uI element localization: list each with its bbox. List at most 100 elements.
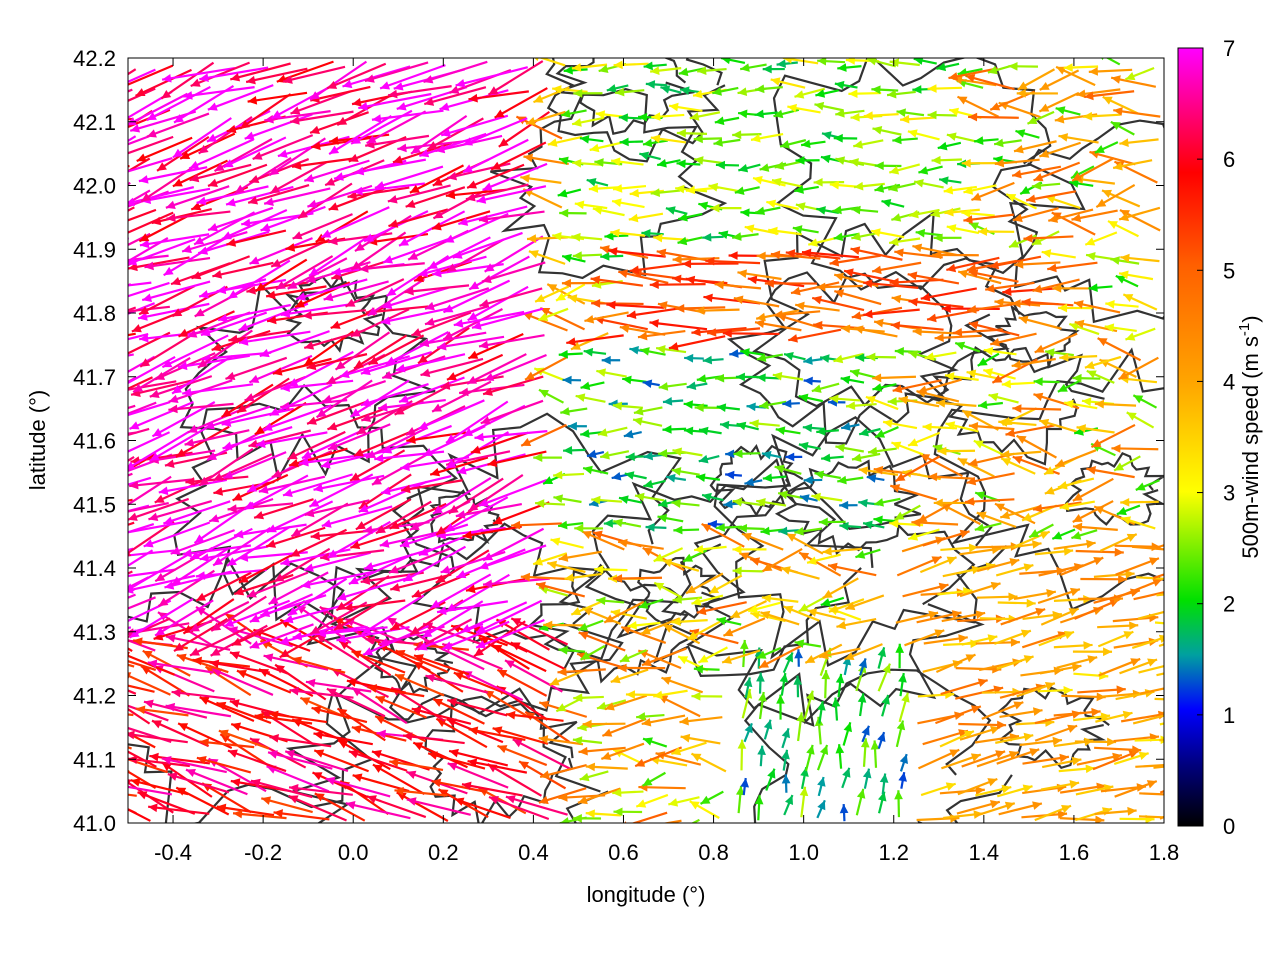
wind-arrow: [1000, 607, 1046, 626]
wind-arrow: [1116, 504, 1141, 516]
wind-arrow: [765, 768, 776, 791]
wind-arrow: [538, 787, 587, 805]
wind-arrow: [757, 745, 766, 767]
wind-arrow: [941, 753, 982, 770]
wind-arrow: [267, 750, 333, 770]
wind-arrow: [365, 426, 428, 459]
wind-arrow: [165, 185, 230, 209]
wind-arrow: [351, 650, 406, 674]
wind-arrow: [898, 692, 910, 723]
wind-arrow: [798, 551, 842, 577]
wind-arrow: [642, 379, 660, 389]
wind-arrow: [610, 157, 644, 167]
wind-arrow: [353, 182, 426, 196]
wind-arrow: [935, 705, 982, 725]
wind-arrow: [645, 523, 667, 532]
wind-arrow: [436, 335, 505, 351]
wind-arrow: [1038, 91, 1080, 113]
wind-arrow: [173, 617, 228, 652]
wind-arrow: [498, 110, 551, 148]
wind-arrow: [462, 525, 522, 540]
wind-arrow: [406, 797, 471, 816]
wind-arrow: [218, 729, 270, 750]
wind-arrow: [560, 109, 587, 118]
wind-arrow: [695, 473, 721, 482]
wind-arrow: [736, 421, 759, 431]
wind-arrow: [638, 598, 664, 609]
wind-arrow: [388, 547, 451, 574]
wind-arrow: [662, 425, 687, 434]
wind-arrow: [701, 522, 745, 548]
wind-arrow: [671, 467, 700, 476]
wind-arrow: [558, 349, 583, 359]
wind-arrow: [232, 809, 287, 820]
wind-arrow: [254, 258, 308, 293]
wind-arrow: [194, 284, 254, 318]
wind-arrow: [881, 198, 905, 208]
wind-arrow: [490, 141, 547, 171]
wind-arrow: [273, 547, 331, 583]
wind-arrow: [671, 499, 700, 508]
wind-arrow: [1000, 449, 1042, 459]
wind-arrow: [918, 165, 943, 175]
wind-arrow: [708, 574, 743, 595]
wind-arrow: [511, 520, 562, 530]
wind-arrow: [1034, 547, 1074, 556]
wind-arrow: [735, 372, 759, 382]
wind-arrow: [543, 620, 586, 630]
wind-arrow: [1071, 157, 1115, 182]
wind-arrow: [632, 417, 663, 427]
contour-line: [172, 383, 459, 622]
wind-arrow: [247, 91, 308, 105]
wind-arrow: [948, 67, 998, 81]
wind-arrow: [833, 232, 860, 242]
wind-arrow: [380, 306, 452, 325]
wind-arrow: [611, 198, 645, 209]
x-tick-label: 0.0: [338, 840, 369, 865]
wind-arrow: [714, 116, 740, 126]
wind-arrow: [306, 353, 368, 371]
wind-arrow: [1075, 547, 1124, 557]
wind-arrow: [762, 473, 787, 483]
wind-arrow: [1156, 672, 1164, 677]
wind-arrow: [801, 248, 860, 259]
wind-arrow: [1034, 804, 1072, 822]
wind-arrow: [756, 672, 765, 694]
wind-arrow: [863, 279, 919, 289]
wind-arrow: [482, 577, 550, 589]
wind-arrow: [268, 571, 329, 606]
x-tick-label: 1.8: [1149, 840, 1180, 865]
wind-arrow: [458, 205, 528, 226]
y-tick-label: 41.0: [73, 811, 116, 836]
wind-arrow: [1126, 411, 1155, 429]
wind-arrow: [889, 484, 938, 501]
wind-arrow: [857, 693, 867, 717]
wind-arrow: [310, 529, 373, 541]
wind-arrow: [488, 795, 550, 821]
wind-arrow: [154, 599, 214, 637]
wind-arrow: [212, 527, 271, 567]
wind-arrow: [633, 406, 663, 416]
wind-arrow: [1125, 327, 1156, 341]
y-tick-label: 41.2: [73, 684, 116, 709]
wind-arrow: [208, 497, 274, 523]
x-tick-label: 0.2: [428, 840, 459, 865]
wind-arrow: [999, 707, 1043, 719]
wind-arrow: [684, 353, 704, 363]
wind-arrow: [816, 282, 863, 292]
wind-arrow: [254, 712, 313, 725]
wind-arrow: [725, 470, 742, 480]
x-tick-label: 1.4: [969, 840, 1000, 865]
wind-arrow: [1094, 745, 1142, 755]
wind-arrow: [874, 426, 899, 439]
wind-arrow: [249, 237, 313, 265]
wind-arrow: [350, 527, 410, 550]
wind-arrow: [816, 426, 839, 436]
wind-arrow: [550, 537, 584, 549]
wind-arrow: [1120, 497, 1159, 507]
wind-arrow: [563, 65, 588, 75]
wind-arrow: [641, 714, 686, 727]
wind-arrow: [968, 421, 1015, 431]
wind-arrow: [130, 778, 189, 796]
wind-arrow: [976, 592, 1018, 602]
